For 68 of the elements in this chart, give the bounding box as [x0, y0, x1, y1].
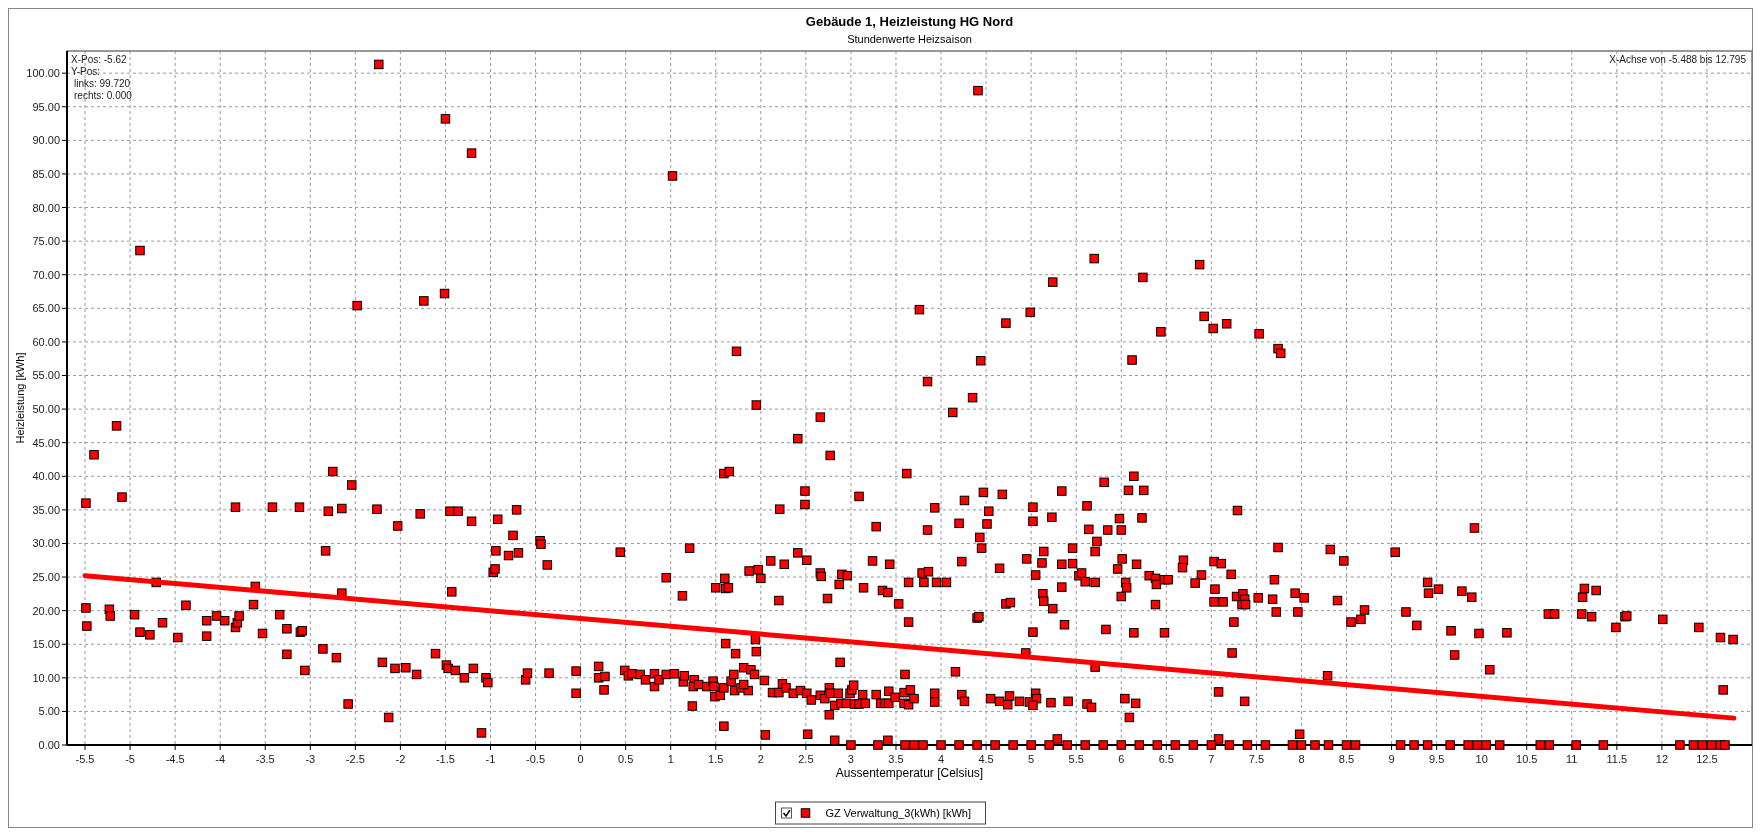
x-tick-label: 4 — [937, 753, 945, 765]
y-tick-label: 90.00 — [32, 134, 60, 147]
x-tick-label: -2 — [395, 753, 406, 765]
x-tick-label: -4 — [215, 753, 226, 765]
x-tick-label: -3.5 — [255, 753, 275, 765]
y-tick-label: 50.00 — [32, 403, 60, 416]
annotation: X-Pos: -5.62 — [71, 54, 128, 65]
y-tick-label: 40.00 — [32, 470, 60, 483]
y-tick-label: 25.00 — [32, 571, 60, 584]
x-tick-label: 9.5 — [1428, 753, 1445, 765]
x-tick-label: -5 — [125, 753, 135, 765]
x-tick-label: 11.5 — [1606, 753, 1628, 765]
y-tick-label: 35.00 — [32, 503, 60, 516]
y-tick-label: 100.00 — [26, 67, 60, 80]
x-tick-label: 6.5 — [1158, 753, 1174, 765]
x-tick-label: 9 — [1388, 753, 1395, 765]
x-tick-label: 1 — [667, 753, 674, 765]
y-tick-label: 15.00 — [32, 638, 60, 651]
annotation: links: 99.720 — [74, 78, 131, 89]
chart-subtitle: Stundenwerte Heizsaison — [847, 33, 972, 45]
y-tick-label: 85.00 — [32, 167, 60, 180]
x-tick-label: 0 — [577, 753, 584, 765]
y-tick-label: 70.00 — [32, 268, 60, 281]
x-tick-label: -1 — [485, 753, 496, 765]
annotation: rechts: 0.000 — [74, 90, 133, 101]
x-tick-label: 3.5 — [888, 753, 904, 765]
y-tick-label: 65.00 — [32, 302, 60, 315]
x-tick-label: 2.5 — [798, 753, 814, 765]
y-tick-label: 95.00 — [32, 100, 60, 113]
x-tick-label: 2 — [757, 753, 764, 765]
x-tick-label: 10.5 — [1516, 753, 1538, 765]
y-tick-label: 20.00 — [32, 604, 60, 617]
x-tick-label: 1.5 — [708, 753, 724, 765]
y-tick-label: 75.00 — [32, 235, 60, 248]
x-tick-label: 5 — [1028, 753, 1035, 765]
y-tick-label: 30.00 — [32, 537, 60, 550]
x-tick-label: 3 — [847, 753, 854, 765]
x-axis-title: Aussentemperatur [Celsius] — [835, 766, 984, 780]
annotation: Y-Pos: — [71, 66, 101, 77]
y-tick-label: 10.00 — [32, 671, 60, 684]
x-tick-label: 11 — [1566, 753, 1578, 765]
chart-title: Gebäude 1, Heizleistung HG Nord — [805, 14, 1014, 29]
x-tick-label: 4.5 — [978, 753, 994, 765]
x-tick-label: -2.5 — [345, 753, 365, 765]
x-tick-label: 0.5 — [618, 753, 634, 765]
y-tick-label: 0.00 — [38, 739, 60, 751]
x-tick-label: -0.5 — [526, 753, 546, 765]
x-tick-label: 8 — [1298, 753, 1305, 765]
x-tick-label: 8.5 — [1338, 753, 1355, 765]
y-tick-label: 80.00 — [32, 201, 60, 214]
x-tick-label: 6 — [1118, 753, 1125, 765]
legend-label: GZ Verwaltung_3(kWh) [kWh] — [825, 807, 971, 819]
x-tick-label: 5.5 — [1068, 753, 1084, 765]
y-axis-title: Heizleistung [kWh] — [14, 352, 26, 444]
x-tick-label: -1.5 — [435, 753, 455, 765]
x-tick-label: 12.5 — [1696, 753, 1718, 765]
x-tick-label: -3 — [305, 753, 316, 765]
y-tick-label: 5.00 — [38, 705, 60, 718]
x-tick-label: -5.5 — [75, 753, 95, 765]
y-tick-label: 45.00 — [32, 436, 60, 449]
x-tick-label: 10 — [1475, 753, 1488, 765]
y-tick-label: 60.00 — [32, 335, 60, 348]
y-tick-label: 55.00 — [32, 369, 60, 382]
x-tick-label: -4.5 — [165, 753, 185, 765]
x-tick-label: 7.5 — [1248, 753, 1265, 765]
x-tick-label: 7 — [1208, 753, 1215, 765]
annotation: X-Achse von -5.488 bis 12.795 — [1609, 54, 1747, 65]
x-tick-label: 12 — [1655, 753, 1669, 765]
